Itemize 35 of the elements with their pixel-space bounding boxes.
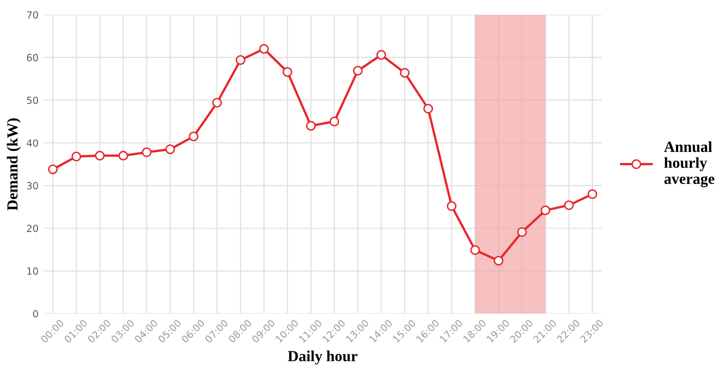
y-tick-label: 30 (27, 182, 38, 190)
y-tick-label: 0 (33, 310, 38, 318)
point (259, 44, 269, 54)
point (165, 144, 176, 154)
point (236, 55, 246, 65)
point (142, 147, 152, 158)
y-tick-label: 20 (26, 224, 38, 232)
point (352, 66, 363, 76)
point (588, 189, 598, 199)
point (564, 200, 574, 210)
y-tick-label: 60 (26, 54, 38, 62)
y-tick-label: 70 (27, 11, 38, 19)
point (470, 245, 480, 255)
y-tick-label: 40 (26, 139, 38, 147)
point (376, 50, 386, 60)
y-tick-label: 10 (27, 267, 38, 275)
point (118, 150, 128, 161)
point (446, 201, 456, 211)
point (400, 68, 410, 78)
point (212, 98, 222, 108)
point (494, 256, 504, 266)
point (423, 104, 434, 114)
point (306, 120, 316, 131)
point (48, 164, 58, 174)
legend-label: Annual hourly average (664, 141, 714, 188)
x-axis-title: Daily hour (288, 350, 358, 364)
point (188, 132, 198, 142)
y-tick-label: 50 (27, 96, 38, 104)
point (282, 67, 292, 77)
point (94, 150, 105, 161)
point (71, 152, 82, 162)
y-axis-title: Demand (kW) (6, 118, 21, 210)
point (540, 205, 550, 216)
point (329, 116, 340, 126)
point (517, 227, 527, 237)
